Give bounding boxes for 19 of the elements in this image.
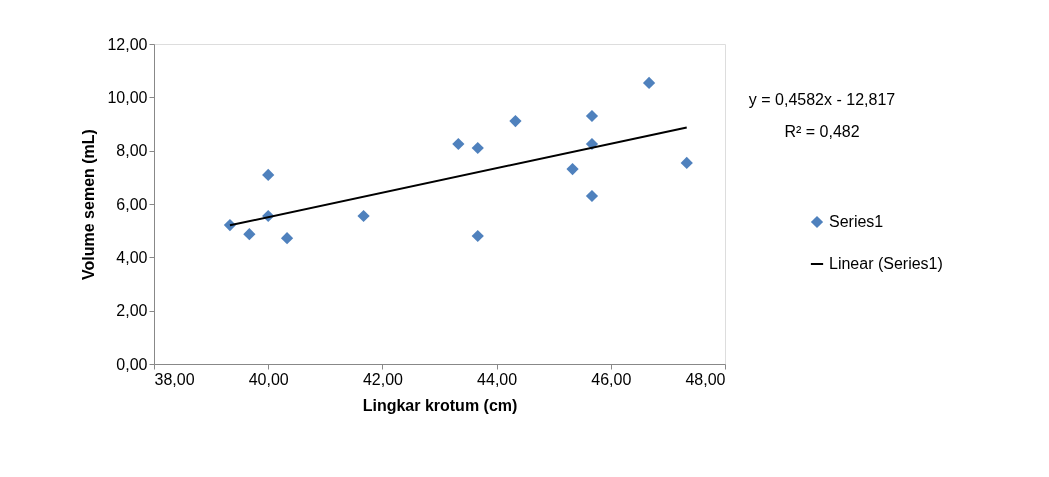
y-tick-label: 10,00 [107, 88, 148, 106]
x-tick-label: 42,00 [362, 370, 404, 388]
y-axis-title: Volume semen (mL) [80, 129, 98, 280]
text: y = 0,4582x - 12,817 [748, 91, 896, 108]
y-tick-label: 6,00 [116, 195, 148, 213]
y-tick-label: 8,00 [116, 142, 148, 160]
y-tick-label: 2,00 [116, 302, 148, 320]
x-axis-title: Lingkar krotum (cm) [362, 396, 518, 414]
x-tick-label: 44,00 [477, 370, 518, 388]
y-tick-label: 0,00 [116, 355, 148, 373]
y-tick-label: 4,00 [116, 248, 148, 266]
text: R² = 0,482 [784, 123, 860, 140]
x-tick-label: 46,00 [591, 370, 632, 388]
legend-label: Series1 [829, 213, 884, 230]
y-tick-label: 12,00 [107, 35, 148, 53]
x-tick-label: 38,00 [154, 370, 195, 388]
x-tick-label: 48,00 [685, 370, 726, 388]
legend-label: Linear (Series1) [829, 255, 943, 272]
x-tick-label: 40,00 [248, 370, 289, 388]
